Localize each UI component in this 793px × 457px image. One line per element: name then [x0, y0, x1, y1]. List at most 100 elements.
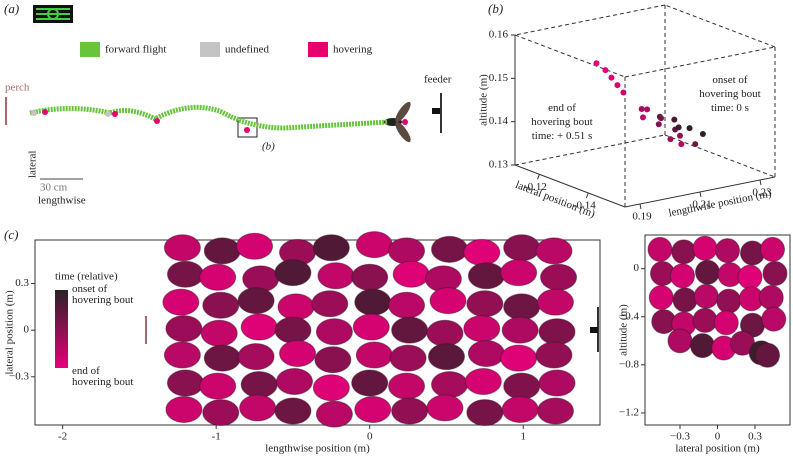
legend-label: undefined: [225, 44, 269, 56]
lengthwise-label: lengthwise: [38, 195, 86, 207]
point: [647, 236, 673, 262]
x-tick-label: 0: [715, 431, 721, 443]
point: [536, 288, 574, 316]
annotation: end of hovering bout time: + 0.51 s: [531, 102, 592, 142]
point: [614, 82, 621, 89]
bird: [384, 101, 411, 143]
point: [467, 262, 505, 290]
y-tick-label: −1.2: [619, 407, 639, 419]
colorbar-label-line: hovering bout: [72, 294, 133, 306]
point: [317, 262, 355, 290]
trajectory: [29, 104, 389, 131]
point: [431, 235, 469, 263]
point: [315, 400, 353, 428]
y-tick-label: −0.3: [9, 370, 29, 382]
point: [644, 106, 651, 113]
point: [503, 372, 541, 400]
annotation-line: end of: [548, 102, 576, 114]
annotation-line: time: + 0.51 s: [532, 130, 593, 142]
point: [274, 316, 312, 344]
point: [737, 264, 763, 290]
trajectory-point: [105, 111, 111, 117]
colorbar-label: onset of hovering bout: [72, 283, 133, 306]
trajectory-point: [154, 118, 160, 124]
point: [463, 238, 501, 266]
perch-label: perch: [5, 82, 30, 94]
point: [699, 131, 706, 137]
point: [693, 283, 719, 309]
cube-edge: [514, 134, 666, 166]
point: [354, 288, 392, 316]
point: [275, 367, 313, 395]
point: [391, 397, 429, 425]
point: [758, 285, 784, 311]
cube-edge: [514, 34, 626, 78]
point: [354, 395, 392, 423]
feeder-label: feeder: [424, 74, 452, 86]
point: [755, 342, 780, 368]
point: [355, 341, 393, 369]
scale-label: 30 cm: [40, 182, 68, 194]
inset-label: (b): [262, 141, 275, 153]
trajectory-point: [42, 109, 48, 115]
panel-label: (c): [4, 227, 18, 242]
point: [760, 236, 785, 262]
point: [608, 74, 615, 81]
point: [392, 260, 430, 288]
legend-swatch: [80, 42, 100, 57]
point: [239, 394, 277, 422]
point: [429, 287, 467, 315]
point: [203, 344, 241, 372]
point: [671, 239, 697, 265]
point: [648, 285, 674, 311]
z-tick-label: 0.15: [489, 72, 509, 84]
x-axis-title: lateral position (m): [675, 443, 760, 455]
point: [315, 318, 353, 346]
point: [692, 307, 718, 333]
point: [388, 372, 426, 400]
point: [274, 259, 312, 287]
annotation-line: hovering bout: [531, 116, 592, 128]
z-tick-label: 0.14: [489, 115, 509, 127]
x-tick-label: -1: [212, 431, 221, 443]
legend-label: hovering: [333, 44, 373, 56]
point: [667, 328, 693, 354]
point: [593, 60, 600, 67]
point: [202, 291, 240, 319]
point: [716, 288, 742, 314]
trajectory-point: [112, 111, 118, 117]
point: [311, 290, 349, 318]
y-tick-label: 0.3: [15, 277, 29, 289]
trajectory-point: [31, 110, 37, 116]
x-tick-label: -2: [58, 431, 67, 443]
cube-edge: [514, 4, 666, 36]
point: [500, 259, 538, 287]
point: [236, 232, 274, 260]
annotation-line: hovering bout: [699, 88, 760, 100]
point: [670, 263, 695, 289]
point: [240, 313, 278, 341]
tick: [536, 174, 540, 180]
y-tick-label: −0.8: [619, 358, 639, 370]
z-tick-label: 0.16: [489, 29, 509, 41]
point: [200, 319, 238, 347]
point: [655, 121, 662, 128]
annotation-line: onset of: [712, 74, 747, 86]
feeder-tip: [432, 108, 440, 114]
point: [427, 343, 465, 371]
point: [671, 116, 678, 123]
point: [690, 333, 715, 359]
point: [312, 374, 350, 402]
point: [202, 399, 240, 427]
point: [715, 238, 740, 264]
feeder-tip: [590, 327, 598, 333]
x-axis-title: lengthwise position (m): [265, 443, 370, 455]
annotation-line: time: 0 s: [711, 102, 749, 114]
point: [713, 310, 739, 336]
tick: [759, 179, 762, 186]
point: [312, 234, 350, 262]
point: [163, 341, 201, 369]
point: [203, 237, 241, 265]
point: [466, 290, 504, 318]
point: [388, 291, 426, 319]
